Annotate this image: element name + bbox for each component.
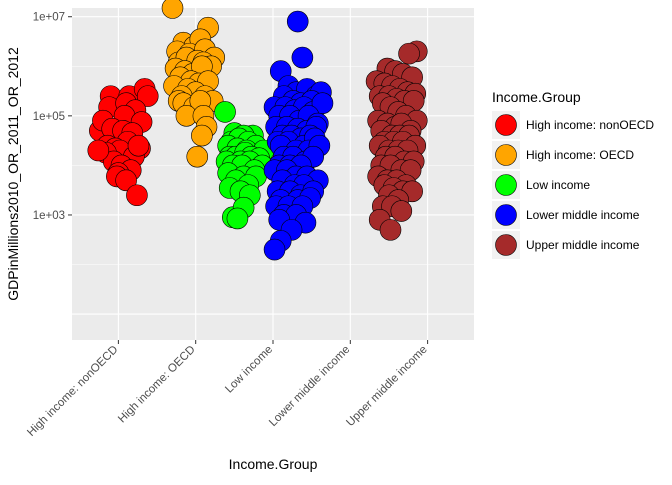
- data-point: [191, 124, 213, 147]
- data-point: [87, 139, 110, 162]
- x-tick-label: Low income: [223, 344, 275, 396]
- x-tick-label: High income: OECD: [116, 344, 198, 426]
- x-tick-label: Lower middle income: [267, 344, 352, 429]
- legend: Income.Group High income: nonOECD High in…: [492, 89, 654, 259]
- legend-swatch: [495, 174, 517, 196]
- y-tick-label: 1e+03: [33, 210, 65, 222]
- data-point: [286, 10, 309, 33]
- y-tick-label: 1e+07: [33, 12, 65, 24]
- data-point: [311, 92, 334, 114]
- legend-label: Upper middle income: [526, 238, 640, 252]
- legend-title: Income.Group: [492, 89, 581, 105]
- legend-label: High income: OECD: [526, 148, 634, 162]
- legend-swatch: [495, 114, 517, 136]
- x-tick-label: Upper middle income: [344, 344, 429, 429]
- data-point: [161, 0, 184, 19]
- y-tick-label: 1e+05: [33, 111, 65, 123]
- legend-swatch: [495, 144, 517, 166]
- y-axis-ticks: 1e+03 1e+05 1e+07: [33, 12, 72, 222]
- data-point: [127, 134, 150, 157]
- x-tick-label: High income: nonOECD: [25, 344, 120, 439]
- legend-label: High income: nonOECD: [526, 118, 654, 132]
- data-point: [390, 200, 413, 222]
- y-axis-title: GDPinMillions2010_OR_2011_OR_2012: [5, 47, 21, 301]
- data-point: [126, 184, 148, 207]
- legend-label: Lower middle income: [526, 208, 640, 222]
- data-point: [136, 85, 159, 107]
- data-point: [263, 238, 286, 261]
- data-point: [186, 145, 209, 168]
- x-axis-title: Income.Group: [229, 456, 318, 472]
- legend-swatch: [495, 204, 517, 226]
- data-point: [115, 169, 137, 192]
- data-points: [87, 0, 428, 261]
- data-point: [398, 42, 420, 65]
- legend-swatch: [495, 234, 517, 256]
- data-point: [379, 219, 402, 241]
- legend-label: Low income: [526, 178, 590, 192]
- data-point: [291, 46, 314, 69]
- data-point: [226, 207, 249, 230]
- data-point: [214, 101, 236, 123]
